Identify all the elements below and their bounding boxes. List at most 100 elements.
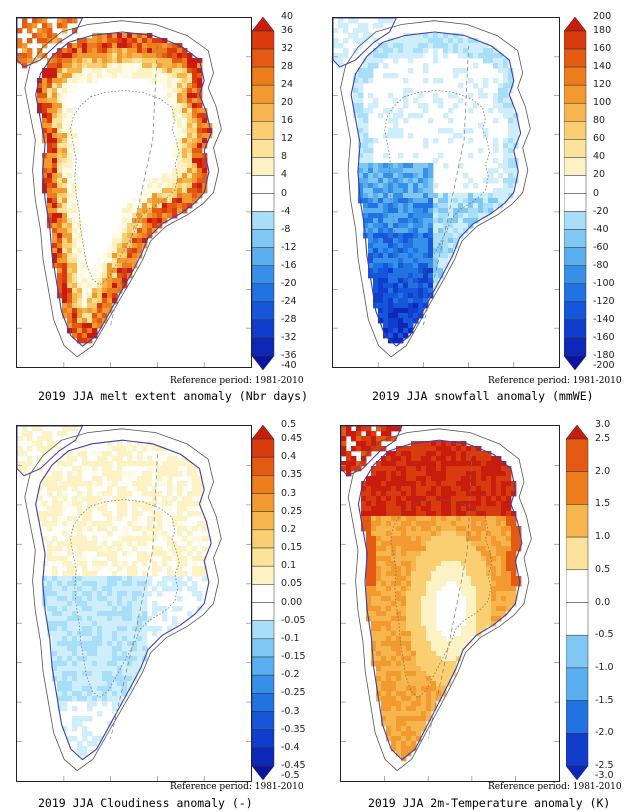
colorbar-tick-label: 16 bbox=[281, 115, 294, 127]
colorbar-bin bbox=[251, 301, 275, 321]
colorbar-tick-label: 0.3 bbox=[281, 487, 297, 499]
colorbar-bin bbox=[565, 733, 589, 767]
colorbar-bin bbox=[563, 229, 587, 248]
colorbar-bin bbox=[251, 102, 275, 122]
colorbar-tick-label: 0.1 bbox=[281, 560, 297, 572]
colorbar-cloud: 0.5 0.45 0.4 0.35 0.3 0.25 0.2 0.15 0.1 0.05 0.00 -… bbox=[251, 420, 306, 786]
colorbar-tick-label: 2.0 bbox=[595, 465, 611, 477]
panel-caption: 2019 JJA melt extent anomaly (Nbr days) bbox=[38, 389, 309, 403]
colorbar-bin bbox=[565, 634, 589, 669]
colorbar-bin bbox=[565, 438, 589, 472]
colorbar-tick-label: -40 bbox=[281, 360, 297, 371]
colorbar-bin bbox=[251, 765, 275, 781]
ocean-contour bbox=[347, 428, 532, 772]
colorbar-tick-label: 160 bbox=[593, 43, 612, 55]
colorbar-bin bbox=[251, 529, 275, 549]
anomaly-field bbox=[333, 18, 519, 344]
colorbar-bin bbox=[565, 602, 589, 636]
coastline bbox=[350, 31, 522, 347]
colorbar-bin bbox=[251, 30, 275, 50]
colorbar-bin bbox=[251, 693, 275, 712]
colorbar-tick-label: 28 bbox=[281, 61, 294, 73]
colorbar-bin bbox=[565, 504, 589, 538]
colorbar-bin bbox=[251, 674, 275, 694]
colorbar-bin bbox=[251, 337, 275, 357]
colorbar-tick-label: -36 bbox=[281, 350, 297, 361]
colorbar-bin bbox=[251, 121, 275, 140]
colorbar-bin bbox=[251, 438, 275, 458]
colorbar-tick-label: -2.5 bbox=[595, 760, 614, 771]
colorbar-bin bbox=[563, 175, 587, 194]
colorbar-tick-label: 0.15 bbox=[281, 542, 303, 553]
colorbar-bin bbox=[251, 711, 275, 730]
panel-caption: 2019 JJA snowfall anomaly (mmWE) bbox=[372, 389, 594, 403]
colorbar-tick-label: -1.5 bbox=[595, 694, 614, 706]
colorbar-tick-label: 0 bbox=[593, 187, 600, 199]
colorbar-bin bbox=[251, 66, 275, 86]
colorbar-bin bbox=[563, 102, 587, 122]
anomaly-field bbox=[17, 426, 213, 757]
colorbar-tick-label: -200 bbox=[593, 360, 615, 371]
panel-caption: 2019 JJA Cloudiness anomaly (-) bbox=[38, 796, 253, 810]
colorbar-tick-label: -3.0 bbox=[595, 770, 614, 781]
colorbar-bin bbox=[563, 139, 587, 158]
map-melt bbox=[17, 18, 251, 367]
colorbar-bin bbox=[563, 319, 587, 339]
colorbar-tick-label: -0.05 bbox=[281, 614, 306, 626]
colorbar-bin bbox=[565, 765, 589, 781]
colorbar-bin bbox=[251, 84, 275, 104]
colorbar-tick-label: -0.1 bbox=[281, 632, 300, 644]
colorbar-tick-label: 36 bbox=[281, 25, 294, 36]
colorbar-bin bbox=[563, 211, 587, 230]
colorbar-bin bbox=[565, 569, 589, 603]
colorbar-bin bbox=[565, 667, 589, 701]
colorbar-bin bbox=[251, 319, 275, 339]
colorbar-tick-label: -20 bbox=[281, 277, 297, 289]
colorbar-tick-label: 20 bbox=[593, 169, 606, 181]
colorbar-tick-label: -1.0 bbox=[595, 661, 614, 673]
colorbar-bin bbox=[251, 157, 275, 176]
colorbar-tick-label: 0.25 bbox=[281, 505, 303, 517]
colorbar-tick-label: 0.5 bbox=[281, 419, 297, 430]
ocean-contour bbox=[24, 20, 222, 358]
colorbar-bin bbox=[251, 493, 275, 512]
colorbar-bin bbox=[565, 536, 589, 571]
colorbar-tick-label: 32 bbox=[281, 43, 294, 55]
reference-period: Reference period: 1981-2010 bbox=[170, 376, 304, 386]
colorbar-tick-label: -100 bbox=[593, 277, 615, 289]
colorbar-tick-label: 80 bbox=[593, 115, 606, 127]
coastline bbox=[35, 439, 212, 761]
colorbar-tick-label: -0.5 bbox=[595, 629, 614, 641]
colorbar-bin bbox=[251, 747, 275, 767]
colorbar-tick-label: -2.0 bbox=[595, 727, 614, 739]
colorbar-tick-label: -0.5 bbox=[281, 770, 300, 781]
colorbar-bin bbox=[251, 283, 275, 303]
colorbar-bin bbox=[563, 193, 587, 212]
colorbar-bin bbox=[251, 16, 275, 32]
colorbar-tick-label: 40 bbox=[281, 11, 294, 22]
anomaly-field bbox=[17, 18, 213, 344]
colorbar-tick-label: -20 bbox=[593, 205, 609, 217]
coastline bbox=[35, 31, 212, 347]
colorbar-bin bbox=[251, 456, 275, 476]
colorbar-tick-label: -4 bbox=[281, 205, 291, 217]
colorbar-bin bbox=[251, 656, 275, 676]
colorbar-tick-label: 0.0 bbox=[595, 596, 611, 608]
colorbar-tick-label: 180 bbox=[593, 25, 612, 36]
colorbar-tick-label: 24 bbox=[281, 79, 294, 91]
colorbar-tick-label: -28 bbox=[281, 313, 297, 325]
colorbar-bin bbox=[563, 66, 587, 86]
colorbar-bin bbox=[563, 355, 587, 371]
map-area-snow bbox=[332, 17, 560, 368]
colorbar-bin bbox=[563, 121, 587, 140]
colorbar-tick-label: -24 bbox=[281, 295, 297, 307]
colorbar-temp: 3.0 2.5 2.0 1.5 1.0 0.5 0.0 -0.5 -1.0 -1.5 -2.0 -2.… bbox=[565, 420, 614, 786]
colorbar-bin bbox=[563, 265, 587, 285]
colorbar-bin bbox=[563, 337, 587, 357]
colorbar-tick-label: 0.35 bbox=[281, 469, 303, 481]
colorbar-tick-label: -0.25 bbox=[281, 687, 306, 699]
colorbar-bin bbox=[251, 265, 275, 285]
map-snow bbox=[333, 18, 559, 367]
colorbar-tick-label: 8 bbox=[281, 151, 288, 163]
colorbar-melt: 40 36 32 28 24 20 16 12 8 4 0 -4 -8 -12 -16 -20 -24 -28 -3… bbox=[251, 12, 297, 376]
